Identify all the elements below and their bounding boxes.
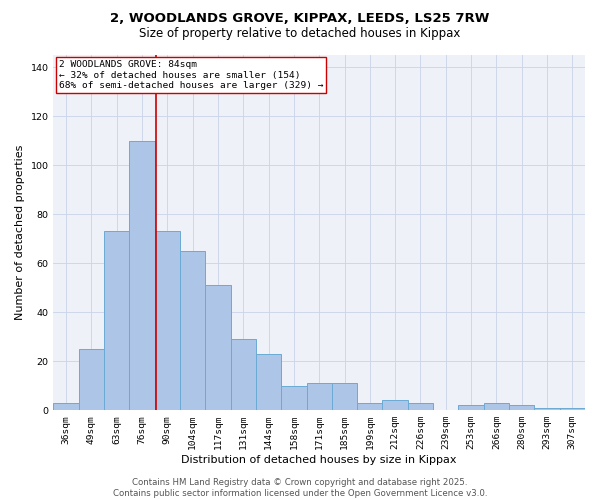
Bar (180, 251, 205, 410)
Bar (53, 402, 79, 410)
Text: Size of property relative to detached houses in Kippax: Size of property relative to detached ho… (139, 28, 461, 40)
X-axis label: Distribution of detached houses by size in Kippax: Distribution of detached houses by size … (181, 455, 457, 465)
Bar (155, 232, 180, 410)
Text: 2, WOODLANDS GROVE, KIPPAX, LEEDS, LS25 7RW: 2, WOODLANDS GROVE, KIPPAX, LEEDS, LS25 … (110, 12, 490, 26)
Bar (256, 354, 281, 410)
Bar (484, 402, 509, 410)
Bar (357, 402, 382, 410)
Bar (382, 400, 408, 410)
Bar (104, 232, 130, 410)
Bar (281, 386, 307, 410)
Bar (458, 405, 484, 410)
Bar (79, 349, 104, 410)
Bar (230, 339, 256, 410)
Bar (332, 383, 357, 410)
Text: 2 WOODLANDS GROVE: 84sqm
← 32% of detached houses are smaller (154)
68% of semi-: 2 WOODLANDS GROVE: 84sqm ← 32% of detach… (59, 60, 323, 90)
Y-axis label: Number of detached properties: Number of detached properties (15, 145, 25, 320)
Bar (408, 402, 433, 410)
Bar (307, 383, 332, 410)
Bar (205, 285, 230, 410)
Bar (535, 408, 560, 410)
Bar (560, 408, 585, 410)
Text: Contains HM Land Registry data © Crown copyright and database right 2025.
Contai: Contains HM Land Registry data © Crown c… (113, 478, 487, 498)
Bar (509, 405, 535, 410)
Bar (130, 140, 155, 410)
